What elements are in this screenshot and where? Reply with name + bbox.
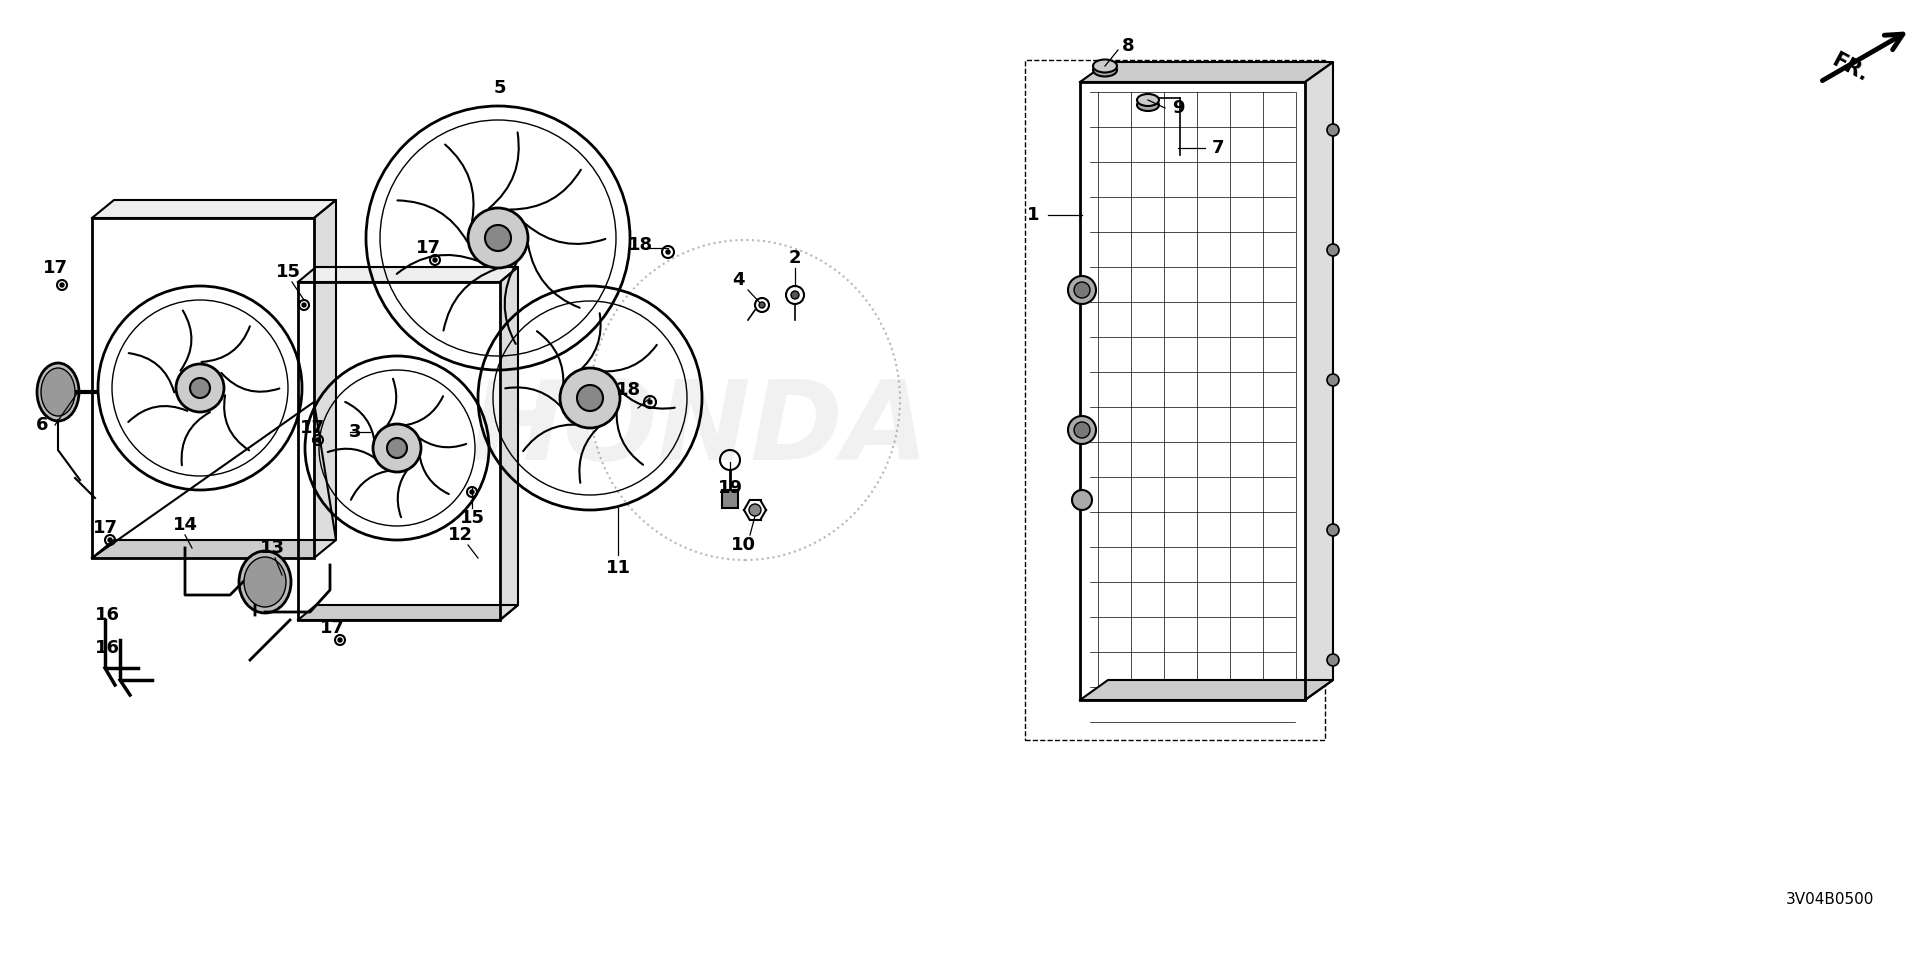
Ellipse shape: [238, 551, 292, 613]
Circle shape: [177, 364, 225, 412]
Circle shape: [190, 378, 209, 398]
Circle shape: [1071, 490, 1092, 510]
Circle shape: [561, 368, 620, 428]
Circle shape: [486, 225, 511, 251]
Text: 10: 10: [730, 536, 755, 554]
Ellipse shape: [36, 363, 79, 421]
Text: 11: 11: [605, 559, 630, 577]
Polygon shape: [298, 267, 518, 282]
Circle shape: [1068, 276, 1096, 304]
Text: 15: 15: [459, 509, 484, 527]
Text: 19: 19: [718, 479, 743, 497]
Circle shape: [108, 538, 111, 542]
Circle shape: [301, 303, 305, 307]
Circle shape: [1073, 282, 1091, 298]
Text: 18: 18: [628, 236, 653, 254]
Bar: [298, 282, 499, 620]
Text: 7: 7: [1212, 139, 1225, 157]
Ellipse shape: [1092, 63, 1117, 77]
Polygon shape: [499, 267, 518, 620]
Text: 17: 17: [92, 519, 117, 537]
Circle shape: [578, 385, 603, 411]
Circle shape: [388, 438, 407, 458]
Text: 6: 6: [36, 416, 48, 434]
Circle shape: [1073, 422, 1091, 438]
Bar: [722, 490, 737, 508]
Polygon shape: [1306, 62, 1332, 700]
Polygon shape: [92, 200, 336, 218]
Circle shape: [1327, 124, 1338, 136]
Circle shape: [749, 504, 760, 516]
Circle shape: [372, 424, 420, 472]
Polygon shape: [1079, 680, 1332, 700]
Text: 1: 1: [1027, 206, 1039, 224]
Circle shape: [338, 638, 342, 642]
Text: 17: 17: [42, 259, 67, 277]
Circle shape: [1327, 524, 1338, 536]
Ellipse shape: [1092, 60, 1117, 73]
Polygon shape: [1079, 62, 1332, 82]
Bar: [1025, 60, 1325, 740]
Text: HONDA: HONDA: [470, 376, 929, 484]
Circle shape: [1327, 374, 1338, 386]
Text: 8: 8: [1121, 37, 1135, 55]
Circle shape: [666, 250, 670, 254]
Text: 5: 5: [493, 79, 507, 97]
Circle shape: [791, 291, 799, 299]
Circle shape: [1327, 244, 1338, 256]
Circle shape: [649, 400, 653, 404]
Ellipse shape: [244, 557, 286, 607]
Bar: [1079, 82, 1306, 700]
Polygon shape: [315, 200, 336, 558]
Text: 12: 12: [447, 526, 472, 544]
Circle shape: [470, 490, 474, 494]
Text: 15: 15: [275, 263, 301, 281]
Circle shape: [60, 283, 63, 287]
Text: 3V04B0500: 3V04B0500: [1786, 893, 1874, 907]
Text: 17: 17: [415, 239, 440, 257]
Text: 14: 14: [173, 516, 198, 534]
Text: 13: 13: [259, 539, 284, 557]
Ellipse shape: [1137, 99, 1160, 111]
Text: 16: 16: [94, 606, 119, 624]
Text: 16: 16: [94, 639, 119, 657]
Circle shape: [434, 258, 438, 262]
Polygon shape: [92, 540, 336, 558]
Polygon shape: [298, 605, 518, 620]
Text: 4: 4: [732, 271, 745, 289]
Circle shape: [1068, 416, 1096, 444]
Text: 9: 9: [1171, 99, 1185, 117]
Circle shape: [317, 438, 321, 442]
Circle shape: [1327, 654, 1338, 666]
Text: FR.: FR.: [1828, 50, 1872, 85]
Ellipse shape: [40, 368, 75, 416]
Ellipse shape: [1137, 94, 1160, 106]
Text: 2: 2: [789, 249, 801, 267]
Text: 17: 17: [300, 419, 324, 437]
Text: 17: 17: [319, 619, 344, 637]
Circle shape: [758, 302, 764, 308]
Circle shape: [468, 208, 528, 268]
Text: 18: 18: [616, 381, 641, 399]
Text: 3: 3: [349, 423, 361, 441]
Bar: [92, 218, 315, 558]
